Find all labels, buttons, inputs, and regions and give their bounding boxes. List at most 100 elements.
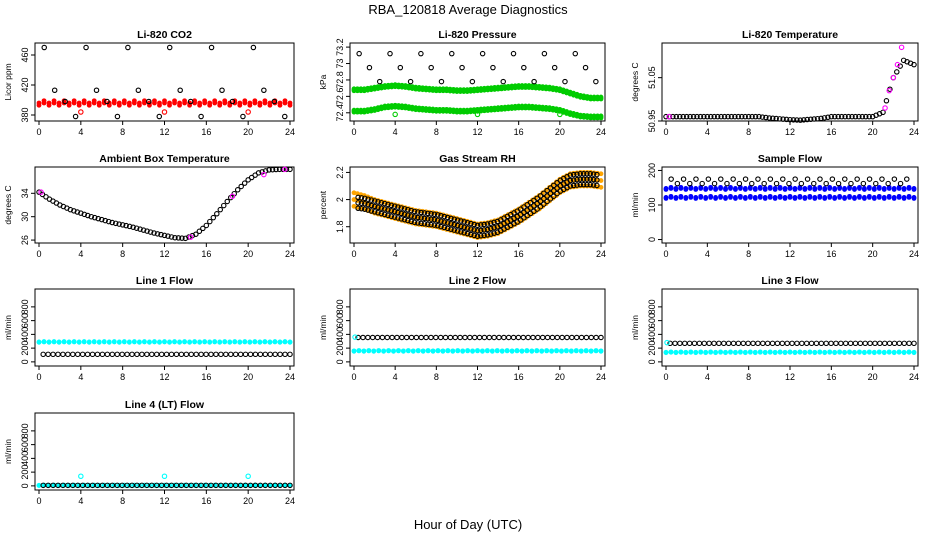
panel-4-series-1-point [431,211,438,217]
panel-7-xtick-label-0: 0 [351,372,356,382]
panel-2-series-0-point [759,114,766,120]
panel-5-series-1-point [881,196,887,201]
panel-4-series-1-point [431,222,438,228]
panel-9-marker-1 [161,473,168,479]
panel-1-series-2-point [572,50,579,57]
panel-4-series-1-point [594,171,600,178]
page-title: RBA_120818 Average Diagnostics [368,2,568,17]
panel-1-series-2-point [593,78,599,85]
panel-9-xtick-label-3: 12 [159,496,169,506]
panel-7-series-0-point [361,348,367,354]
panel-5-series-0-point [866,184,872,190]
panel-7-series-0-point [578,348,584,354]
panel-4-series-1-point [405,206,411,213]
panel-0-xtick-label-4: 16 [201,127,211,137]
panel-2-series-0-point [880,109,886,116]
panel-8-series-1-point [706,340,712,347]
panel-5-series-0-point [782,187,788,192]
panel-2-series-0-point [828,113,835,120]
panel-7-series-1-point [389,334,395,341]
panel-8-series-0-point [807,349,813,355]
panel-8-series-1-point [701,340,708,347]
panel-5-series-2-point [730,176,736,182]
panel-4-series-1-point [590,176,597,183]
panel-5-series-0-point [673,187,679,192]
panel-8-series-1-point [672,340,678,347]
panel-7-series-1-point [394,334,400,341]
panel-3-marker-0 [38,189,44,195]
panel-7-series-0-point [573,348,579,353]
panel-6-series-1-point [237,351,244,358]
panel-6-series-0-point [277,339,283,345]
panel-4-series-1-point [567,183,574,189]
panel-4-series-1-point [438,212,444,219]
panel-5-series-2-point [854,176,860,182]
panel-4-series-1-point [425,210,431,217]
panel-0-series-0-point [217,102,223,108]
panel-3-title: Ambient Box Temperature [99,153,230,165]
panel-5-series-0-point [891,187,897,192]
panel-7-series-1-point [442,334,449,341]
panel-7-series-1-point [360,334,366,341]
panel-5-series-0-point [718,184,723,190]
panel-4-series-1-point [491,219,497,226]
panel-5-series-0-point [752,187,758,192]
panel-8-series-1-point [842,340,849,347]
panel-0-series-0-point [51,98,57,104]
panel-6-series-1-point [277,351,283,358]
panel-7-series-1-point [491,334,497,341]
panel-7-series-1-point [583,334,590,341]
panel-6-series-1-point [282,351,288,358]
panel-4-series-1-point [371,198,378,204]
panel-4-series-1-point [454,217,461,223]
panel-4-series-1-point [474,228,481,234]
panel-6-series-1-point [124,351,130,358]
panel-6-series-0-point [121,339,127,344]
panel-5-series-2-point [835,180,842,187]
panel-5-series-1-point [792,196,798,201]
panel-3-xtick-label-2: 8 [120,249,125,259]
panel-3-marker-3 [261,171,267,178]
panel-0-series-1-point [250,44,257,51]
panel-8-series-0-point [857,349,862,355]
panel-0-series-0-point [257,102,263,108]
panel-8-series-0-point [698,349,704,355]
panel-0-series-0-point [56,102,62,108]
panel-0-series-0-point [207,102,213,108]
panel-9-title: Line 4 (LT) Flow [125,399,205,411]
panel-4-series-1-point [541,201,547,207]
panel-5-series-2-point [823,180,829,187]
panel-8-series-1-point [881,340,888,347]
panel-6-series-1-point [153,351,160,358]
panel-2-series-0-point [787,116,793,123]
panel-4-series-1-point [438,218,444,224]
panel-4-series-1-point [458,218,464,224]
panel-7-series-0-point [415,348,421,353]
panel-6-series-0-point [272,339,278,344]
panel-4-series-1-point [434,212,441,218]
panel-4-series-1-point [570,171,577,178]
panel-3-frame [34,166,295,244]
panel-1-title: Li-820 Pressure [438,29,516,41]
panel-3-series-0-point [207,218,213,225]
panel-3-series-0-point [147,229,154,235]
panel-8-series-0-point [881,350,887,356]
panel-8-series-1-point [691,340,698,347]
panel-2-series-0-point [804,116,810,123]
panel-5-series-0-point [742,187,748,192]
panel-6-series-0-point [287,339,293,345]
panel-6-series-1-point [158,351,165,358]
panel-4-series-1-point [444,214,451,221]
panel-3-xtick-label-4: 16 [201,249,211,259]
panel-8-series-1-point [725,340,732,347]
panel-3-ytick-label-0: 26 [20,235,30,245]
panel-4-series-1-point [570,182,577,189]
panel-5-series-0-point [728,184,733,190]
panel-8-series-1-point [764,340,771,347]
panel-5-series-2-point [842,176,848,182]
panel-8-series-0-point [668,349,674,355]
panel-0-series-0-point [106,102,112,108]
panel-4-series-1-point [484,232,491,238]
panel-5-series-1-point [857,193,862,199]
panel-4-xtick-label-6: 24 [596,249,606,259]
